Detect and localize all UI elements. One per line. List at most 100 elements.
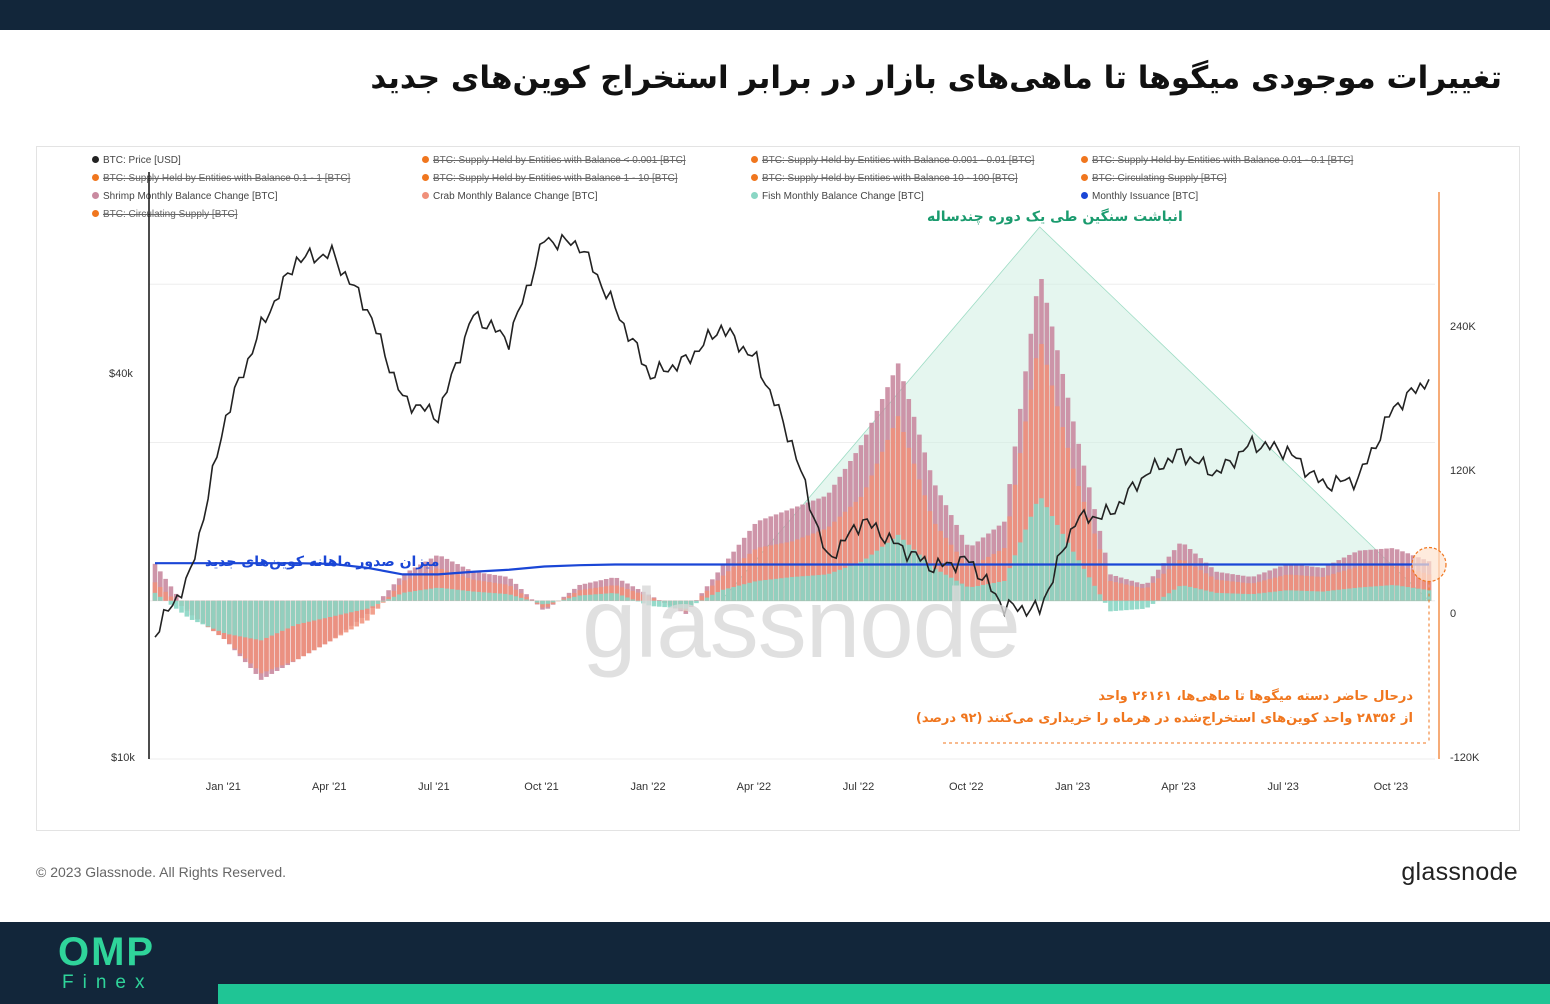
crab-bar [402, 580, 407, 601]
fish-bar [933, 568, 938, 601]
crab-bar [280, 600, 285, 666]
crab-bar [508, 586, 513, 601]
fish-bar [1267, 592, 1273, 601]
legend-item[interactable]: Fish Monthly Balance Change [BTC] [751, 191, 924, 202]
fish-bar [200, 600, 206, 625]
crab-bar [375, 600, 381, 609]
crab-bar [407, 578, 413, 601]
fish-bar [216, 600, 221, 631]
glassnode-logo: glassnode [1401, 858, 1518, 886]
fish-bar [789, 577, 795, 601]
crab-bar [1219, 580, 1225, 601]
crab-bar [1262, 580, 1267, 601]
fish-bar [317, 600, 322, 620]
crab-bar [1097, 549, 1103, 601]
fish-bar [1118, 600, 1124, 611]
crab-bar [274, 600, 280, 668]
fish-bar [1081, 568, 1087, 601]
fish-bar [189, 600, 195, 620]
fish-bar [1086, 577, 1092, 601]
crab-bar [800, 537, 805, 601]
legend-label: Crab Monthly Balance Change [BTC] [433, 191, 598, 202]
fish-bar [635, 600, 641, 602]
fish-bar [1129, 600, 1135, 610]
crab-bar [1378, 564, 1384, 601]
fish-bar [301, 600, 306, 623]
fish-bar [938, 571, 943, 601]
crab-bar [460, 576, 466, 601]
crab-bar [980, 559, 986, 601]
fish-bar [720, 589, 726, 601]
fish-bar [837, 569, 843, 601]
fish-bar [768, 579, 774, 601]
y-right-tick: 240K [1450, 321, 1476, 333]
fish-bar [1028, 516, 1034, 601]
legend-item[interactable]: BTC: Circulating Supply [BTC] [1081, 173, 1227, 184]
fish-bar [338, 600, 344, 615]
crab-bar [152, 582, 158, 601]
legend-item[interactable]: BTC: Price [USD] [92, 155, 181, 166]
page-title: تغییرات موجودی میگوها تا ماهی‌های بازار … [370, 60, 1502, 96]
fish-bar [874, 550, 880, 601]
crab-bar [1368, 565, 1373, 601]
brand-logo: OMP [58, 930, 156, 974]
legend-label: BTC: Price [USD] [103, 155, 181, 166]
price-line [154, 233, 1430, 638]
fish-bar [258, 600, 264, 641]
crab-bar [1373, 565, 1379, 601]
crab-bar [418, 574, 423, 601]
crab-bar [333, 600, 338, 639]
fish-bar [911, 549, 917, 601]
crab-bar [349, 600, 354, 630]
fish-bar [1384, 585, 1389, 601]
fish-bar [1187, 586, 1193, 601]
fish-bar [333, 600, 338, 616]
legend-item[interactable]: BTC: Supply Held by Entities with Balanc… [422, 155, 686, 166]
crab-bar [1171, 564, 1177, 601]
fish-bar [513, 596, 519, 601]
crab-bar [1240, 582, 1246, 601]
crab-bar [747, 553, 752, 601]
fish-bar [646, 600, 651, 606]
fish-bar [672, 600, 678, 608]
crab-bar [158, 587, 163, 601]
crab-bar [1336, 572, 1342, 601]
fish-bar [227, 600, 232, 635]
crab-bar [311, 600, 317, 651]
crab-bar [704, 590, 710, 601]
fish-bar [1150, 600, 1156, 604]
fish-bar [508, 594, 513, 601]
crab-bar [779, 543, 784, 601]
crab-bar [1405, 568, 1411, 601]
fish-bar [1033, 503, 1039, 601]
legend-item[interactable]: BTC: Supply Held by Entities with Balanc… [422, 173, 678, 184]
fish-bar [407, 591, 413, 601]
legend-item[interactable]: BTC: Supply Held by Entities with Balanc… [751, 173, 1018, 184]
crab-bar [970, 565, 975, 601]
legend-item[interactable]: Shrimp Monthly Balance Change [BTC] [92, 191, 278, 202]
legend-item[interactable]: BTC: Supply Held by Entities with Balanc… [92, 173, 350, 184]
fish-bar [726, 588, 731, 601]
fish-bar [380, 600, 386, 602]
crab-bar [1012, 484, 1018, 601]
x-tick-label: Jul '23 [1267, 781, 1299, 793]
legend-item[interactable]: Crab Monthly Balance Change [BTC] [422, 191, 598, 202]
legend-item[interactable]: BTC: Circulating Supply [BTC] [92, 209, 238, 220]
legend-item[interactable]: BTC: Supply Held by Entities with Balanc… [751, 155, 1034, 166]
crab-bar [741, 558, 747, 601]
legend-item[interactable]: BTC: Supply Held by Entities with Balanc… [1081, 155, 1353, 166]
crab-bar [726, 571, 731, 601]
fish-bar [1283, 590, 1288, 601]
crab-bar [731, 566, 736, 601]
fish-bar [795, 576, 800, 601]
fish-bar [1246, 594, 1251, 601]
fish-bar [704, 597, 710, 601]
legend-item[interactable]: Monthly Issuance [BTC] [1081, 191, 1198, 202]
crab-bar [917, 479, 922, 601]
shrimp-bar [529, 599, 535, 601]
fish-bar [1002, 580, 1007, 601]
crab-bar [1288, 574, 1294, 601]
fish-bar [1060, 533, 1066, 601]
x-tick-label: Jan '22 [630, 781, 666, 793]
fish-bar [715, 592, 720, 601]
